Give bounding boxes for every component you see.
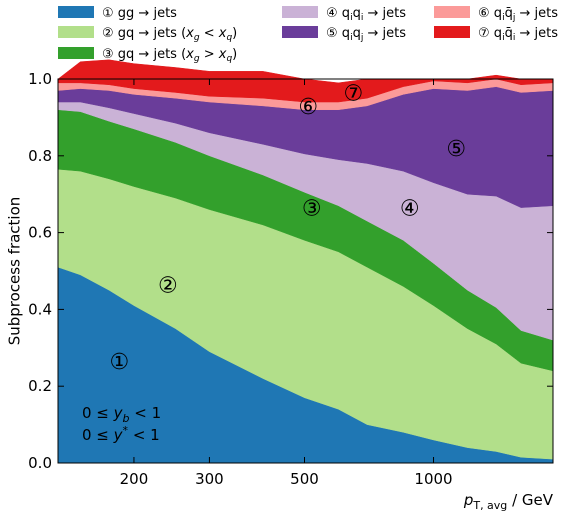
legend-sub: i [502,13,505,23]
plot-areas [57,59,554,464]
legend-rel: > [200,47,219,62]
legend-sub: i [350,33,353,43]
legend-sub: q [226,54,232,64]
legend-text: gq → jets ( [118,47,186,62]
annotation-3: ③ [302,197,322,222]
legend-label-1: ① gg → jets [102,6,177,21]
cut-var: y [113,404,124,422]
x-tick-label: 300 [195,470,224,488]
legend-text: gg → jets [118,6,177,21]
annotation-5: ⑤ [446,137,466,162]
y-tick-label: 0.4 [28,300,52,318]
legend-tail: ) [232,47,237,62]
annotation-2: ② [158,273,178,298]
legend-tail: → jets [515,6,558,21]
plot-frame [57,78,554,464]
legend-label-2: ② gq → jets (xg < xq) [102,26,237,43]
y-tick-label: 1.0 [28,70,52,88]
legend-sub: g [194,54,200,64]
cut-2: 0 ≤ y* < 1 [82,424,160,444]
legend-text: q [342,26,350,41]
legend-text: q [494,6,502,21]
legend-mid: q [353,6,361,21]
legend-swatch-6 [434,6,470,18]
legend-label-3: ③ gq → jets (xg > xq) [102,47,237,64]
legend-sub: i [350,13,353,23]
legend-rel: < [200,26,219,41]
y-tick-label: 0.0 [28,454,52,472]
legend-mid: q̄ [505,26,513,41]
legend-text: q [494,26,502,41]
legend-swatch-1 [58,6,94,18]
x-tick-label: 200 [120,470,149,488]
legend-tail: → jets [363,26,406,41]
legend-label-4: ④ qiqi → jets [326,6,406,23]
annotation-7: ⑦ [343,81,363,106]
y-axis-label: Subprocess fraction [5,197,23,346]
y-tick-label: 0.2 [28,377,52,395]
legend-mid: q̄ [505,6,513,21]
kinematic-cuts: 0 ≤ yb < 10 ≤ y* < 1 [82,404,161,444]
x-label-subscript: T, avg [472,499,507,512]
x-tick-label: 1000 [414,470,452,488]
legend-sub: j [360,33,364,43]
legend-glyph: ⑥ [478,6,494,21]
legend-text: q [342,6,350,21]
legend-sub: i [502,33,505,43]
legend-swatch-2 [58,26,94,38]
legend-label-5: ⑤ qiqj → jets [326,26,406,43]
annotation-1: ① [110,350,130,375]
cut-1: 0 ≤ yb < 1 [82,404,161,425]
legend-sub: g [194,33,200,43]
legend-label-6: ⑥ qiq̄j → jets [478,6,558,23]
legend-var: x [218,26,227,41]
legend-var: x [185,26,194,41]
legend-label-7: ⑦ qiq̄i → jets [478,26,558,43]
legend-sub: i [513,33,516,43]
x-axis-label: pT, avg / GeV [463,491,554,512]
legend-glyph: ⑦ [478,26,494,41]
cut-lhs: 0 ≤ [82,426,114,444]
cut-sup: * [123,424,129,437]
cut-sub: b [123,412,130,425]
cut-rhs: < 1 [128,426,160,444]
legend-glyph: ⑤ [326,26,342,41]
legend-swatch-3 [58,47,94,59]
legend-var: x [185,47,194,62]
legend-glyph: ③ [102,47,118,62]
legend-tail: → jets [515,26,558,41]
x-label-unit: / GeV [507,491,553,509]
cut-var: y [113,426,124,444]
legend-swatch-7 [434,26,470,38]
legend-tail: ) [232,26,237,41]
annotation-6: ⑥ [298,95,318,120]
legend-text: gq → jets ( [118,26,186,41]
y-tick-label: 0.6 [28,224,52,242]
x-label-main: p [463,491,474,509]
x-tick-label: 500 [290,470,319,488]
legend-swatch-4 [282,6,318,18]
legend-glyph: ① [102,6,118,21]
cut-lhs: 0 ≤ [82,404,114,422]
legend-sub: q [226,33,232,43]
legend-sub: j [512,13,516,23]
legend-sub: i [361,13,364,23]
cut-rhs: < 1 [130,404,162,422]
y-tick-label: 0.8 [28,147,52,165]
legend-tail: → jets [363,6,406,21]
annotation-4: ④ [400,197,420,222]
x-axis-ticks: 200 300 500 1000 [120,79,453,488]
legend-glyph: ④ [326,6,342,21]
legend-mid: q [353,26,361,41]
legend-glyph: ② [102,26,118,41]
legend-var: x [218,47,227,62]
region-annotations: ① ② ③ ④ ⑤ ⑥⑦ [110,81,467,375]
y-axis-ticks: 0.0 0.2 0.4 0.6 0.8 1.0 [28,70,553,472]
legend-swatch-5 [282,26,318,38]
